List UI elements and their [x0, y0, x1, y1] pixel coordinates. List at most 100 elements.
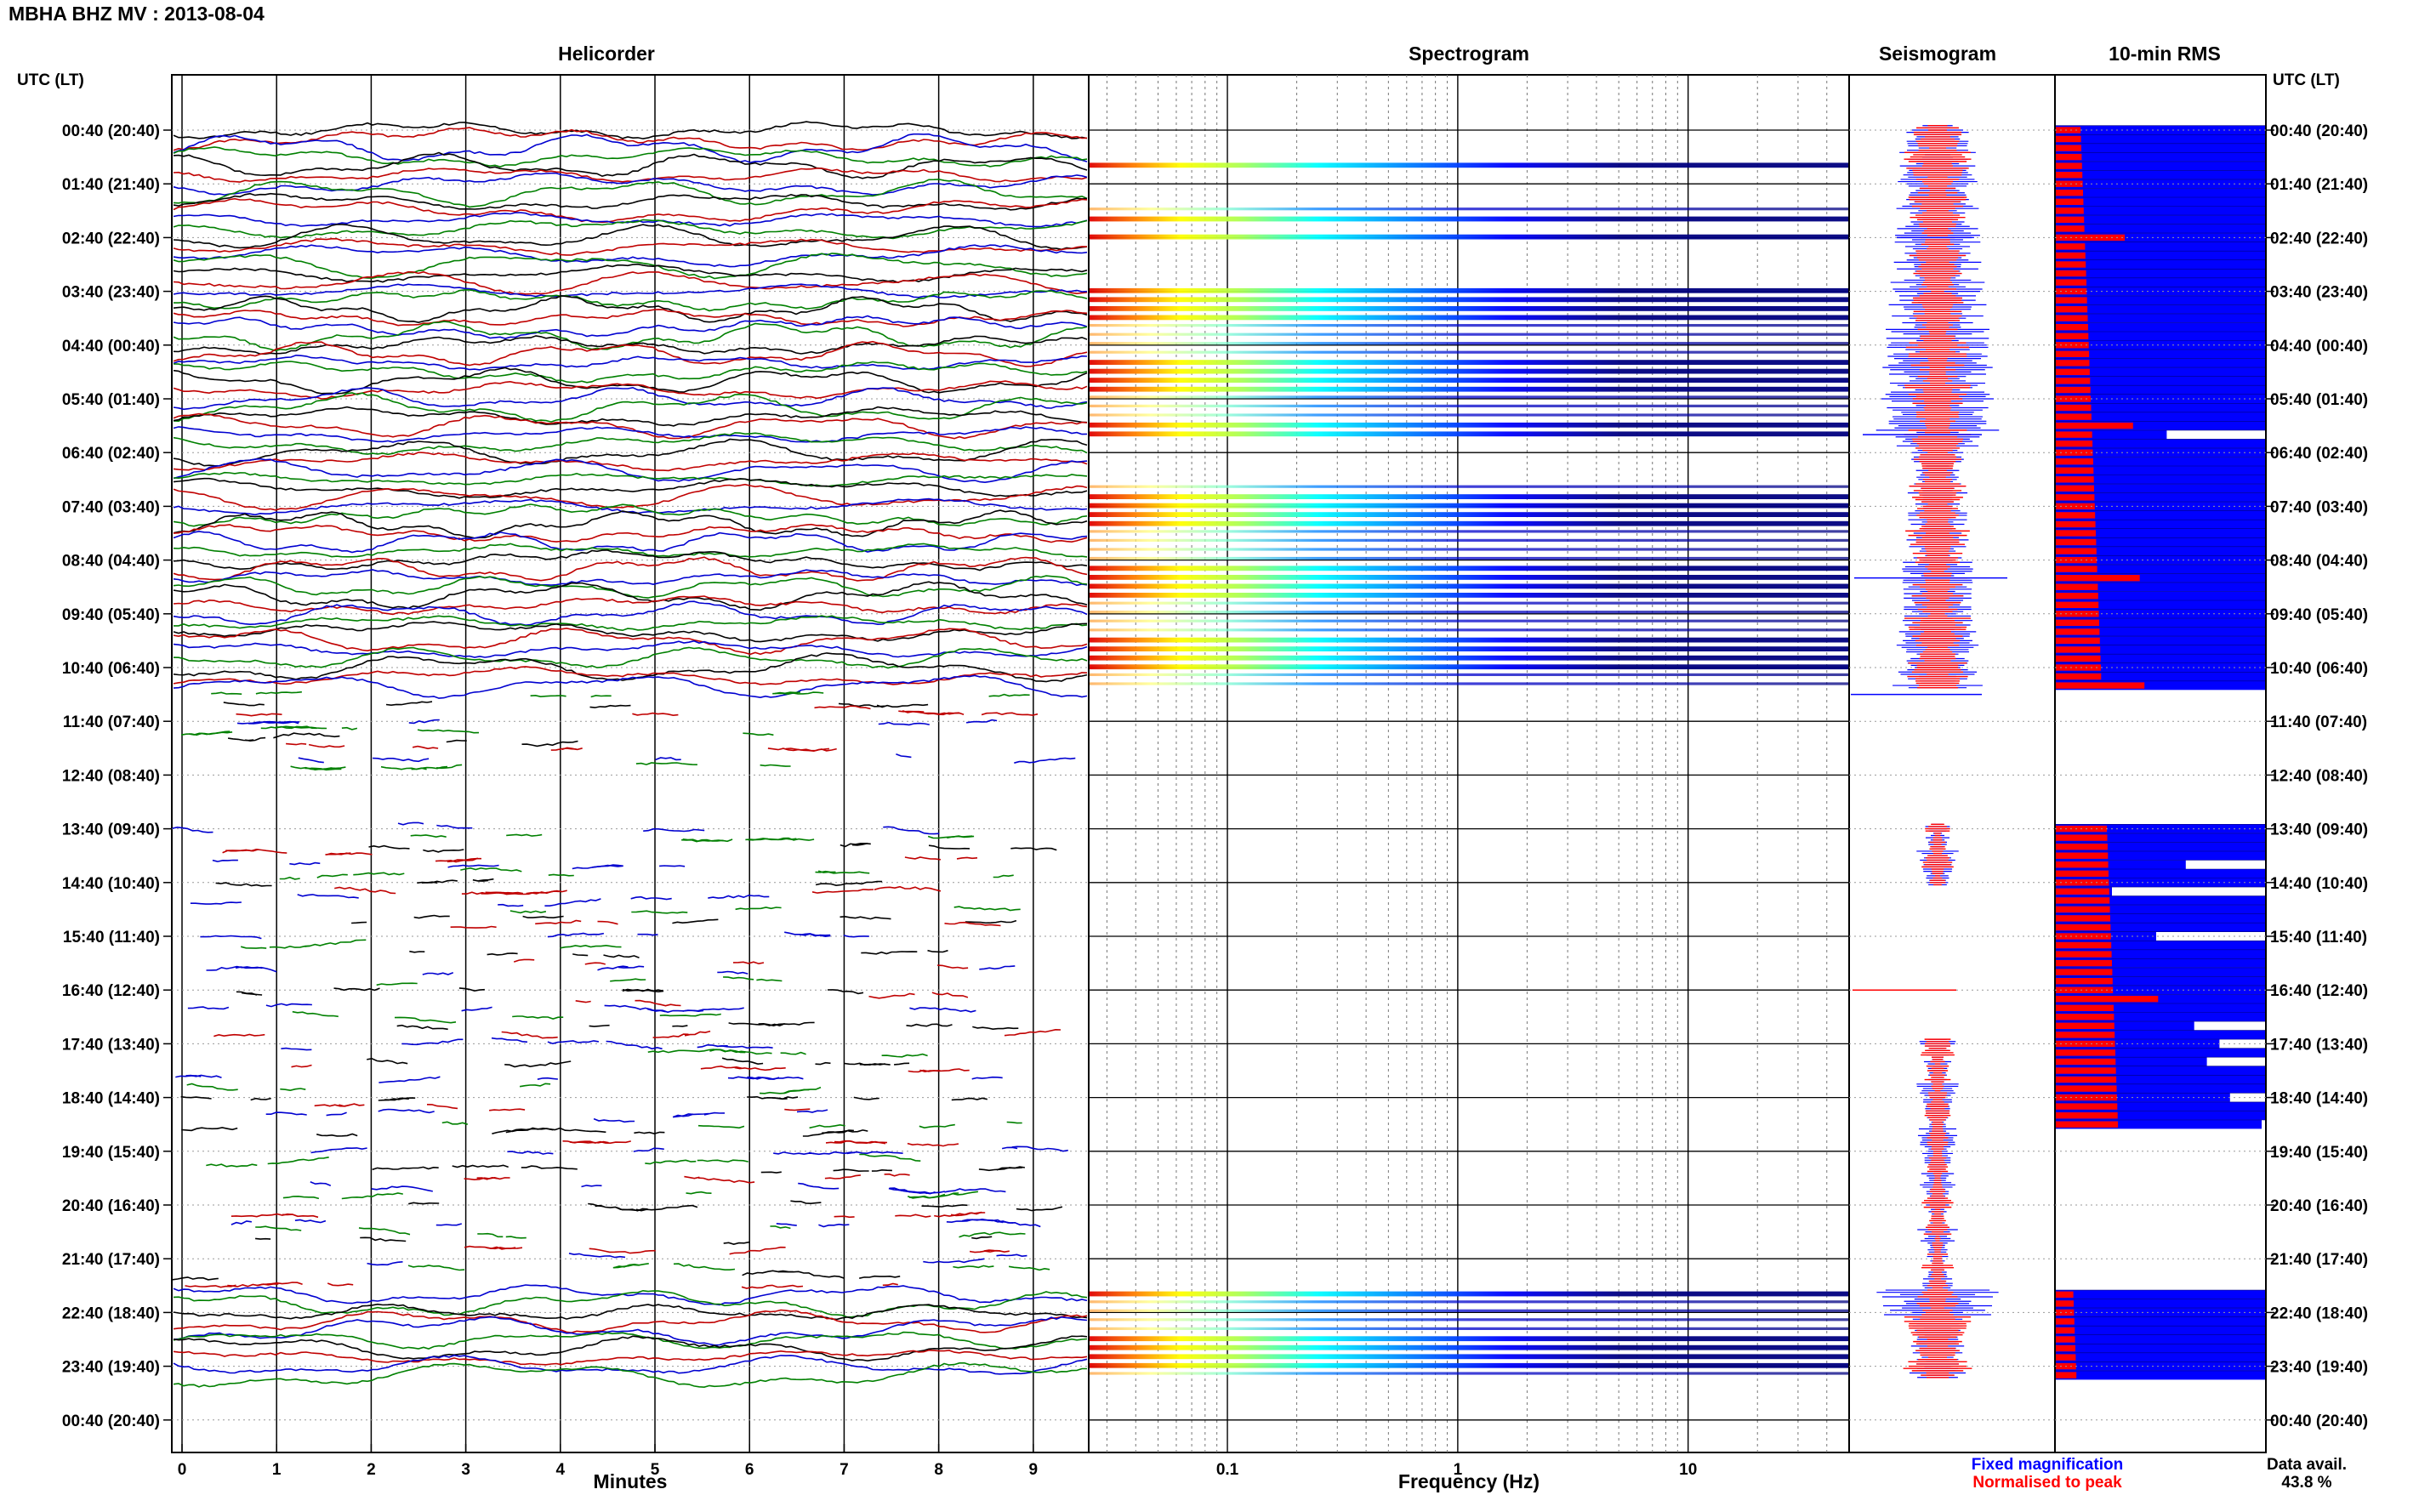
helicorder-trace	[173, 674, 1088, 699]
helicorder-trace	[965, 719, 998, 724]
helicorder-trace	[908, 1068, 970, 1073]
spectrogram-row	[1090, 333, 1848, 336]
helicorder-trace	[173, 237, 1088, 256]
helicorder-trace	[231, 1220, 253, 1225]
helicorder-trace	[185, 1284, 236, 1288]
rms-normalised-bar	[2055, 1354, 2076, 1361]
spectrogram-row	[1090, 628, 1848, 632]
rms-fixed-bar	[2055, 259, 2266, 270]
helicorder-trace	[316, 873, 348, 878]
helicorder-trace	[931, 992, 969, 998]
helicorder-trace	[173, 392, 1088, 423]
rms-fixed-bar	[2055, 1316, 2266, 1327]
helicorder-plot: 0 1 2 3 4 5 6 7 8 9	[171, 74, 1090, 1479]
helicorder-x-tick-label: 3	[461, 1461, 470, 1479]
spectrogram-rows	[1090, 162, 1848, 1375]
helicorder-trace	[282, 1214, 319, 1219]
helicorder-trace	[408, 719, 440, 725]
helicorder-trace	[378, 1108, 435, 1114]
helicorder-trace	[593, 1117, 635, 1123]
spectrogram-row	[1090, 637, 1848, 643]
helicorder-trace	[294, 1219, 327, 1224]
rms-normalised-bar	[2055, 1372, 2077, 1378]
rms-fixed-bar	[2055, 913, 2266, 924]
spectrogram-row	[1090, 530, 1848, 533]
helicorder-trace	[953, 1265, 994, 1269]
helicorder-trace	[861, 951, 918, 955]
helicorder-trace	[824, 1174, 861, 1179]
rms-fixed-bar	[2055, 143, 2266, 153]
helicorder-trace	[211, 691, 242, 695]
helicorder-trace	[717, 970, 748, 975]
helicorder-trace	[173, 315, 1088, 339]
rms-fixed-bar	[2055, 976, 2266, 986]
helicorder-trace	[173, 172, 1088, 196]
left-time-label: 16:40 (12:40)	[62, 982, 160, 1000]
spectrogram-row	[1090, 655, 1848, 661]
helicorder-trace	[825, 1140, 888, 1145]
spectrogram-row	[1090, 548, 1848, 551]
helicorder-trace	[367, 1057, 408, 1065]
helicorder-trace	[547, 932, 605, 938]
spectrogram-row	[1090, 324, 1848, 327]
helicorder-trace	[378, 1097, 409, 1101]
rms-normalised-bar	[2055, 520, 2096, 528]
helicorder-trace	[173, 168, 1088, 183]
helicorder-trace	[597, 965, 629, 971]
helicorder-trace	[316, 1133, 358, 1137]
helicorder-trace	[686, 1191, 712, 1195]
helicorder-trace	[743, 732, 774, 736]
seismogram-plot	[1848, 74, 2056, 1453]
helicorder-trace	[784, 931, 831, 937]
helicorder-trace	[871, 1168, 892, 1172]
helicorder-trace	[458, 987, 485, 992]
rms-normalised-bar	[2055, 673, 2102, 680]
helicorder-trace	[972, 1026, 1019, 1031]
spectrogram-row	[1090, 162, 1848, 168]
right-time-label: 23:40 (19:40)	[2270, 1359, 2368, 1377]
rms-fixed-bar	[2055, 304, 2266, 314]
spectrogram-row	[1090, 1327, 1848, 1330]
helicorder-trace	[635, 999, 681, 1007]
helicorder-trace	[883, 826, 940, 835]
rms-normalised-bar	[2055, 870, 2109, 877]
helicorder-trace	[776, 1223, 797, 1226]
rms-normalised-bar	[2055, 512, 2096, 519]
helicorder-trace	[397, 821, 424, 826]
rms-normalised-bar	[2055, 441, 2093, 447]
helicorder-trace	[1014, 757, 1076, 764]
helicorder-trace	[173, 212, 1088, 228]
rms-normalised-bar	[2055, 395, 2092, 402]
spectrogram-row	[1090, 386, 1848, 392]
rms-fixed-bar	[2055, 1048, 2266, 1058]
helicorder-trace	[544, 898, 601, 907]
helicorder-trace	[173, 121, 1088, 139]
right-time-label: 14:40 (10:40)	[2270, 875, 2368, 893]
helicorder-trace	[773, 1151, 815, 1156]
helicorder-trace	[173, 646, 1088, 669]
helicorder-trace	[173, 380, 1088, 400]
rms-normalised-bar	[2055, 619, 2099, 626]
right-time-label: 20:40 (16:40)	[2270, 1197, 2368, 1215]
right-time-label: 17:40 (13:40)	[2270, 1036, 2368, 1054]
rms-fixed-bar	[2055, 394, 2266, 404]
helicorder-trace	[928, 844, 970, 850]
helicorder-trace	[461, 1006, 492, 1012]
rms-fixed-bar	[2055, 1308, 2266, 1317]
rms-normalised-bar	[2055, 566, 2097, 572]
rms-fixed-bar	[2055, 905, 2266, 914]
helicorder-trace	[276, 725, 327, 730]
helicorder-frame	[171, 74, 1090, 1453]
right-time-label: 00:40 (20:40)	[2270, 1413, 2368, 1430]
helicorder-trace	[435, 857, 481, 863]
helicorder-trace	[907, 1142, 959, 1147]
helicorder-trace	[173, 192, 1088, 211]
helicorder-trace	[358, 1227, 411, 1236]
helicorder-trace	[896, 753, 912, 759]
rms-normalised-bar	[2055, 449, 2093, 456]
helicorder-trace	[684, 1030, 711, 1037]
rms-fixed-bar	[2055, 528, 2266, 538]
helicorder-trace	[173, 321, 1088, 352]
rms-fixed-bar	[2055, 546, 2266, 556]
helicorder-trace	[568, 1253, 626, 1259]
